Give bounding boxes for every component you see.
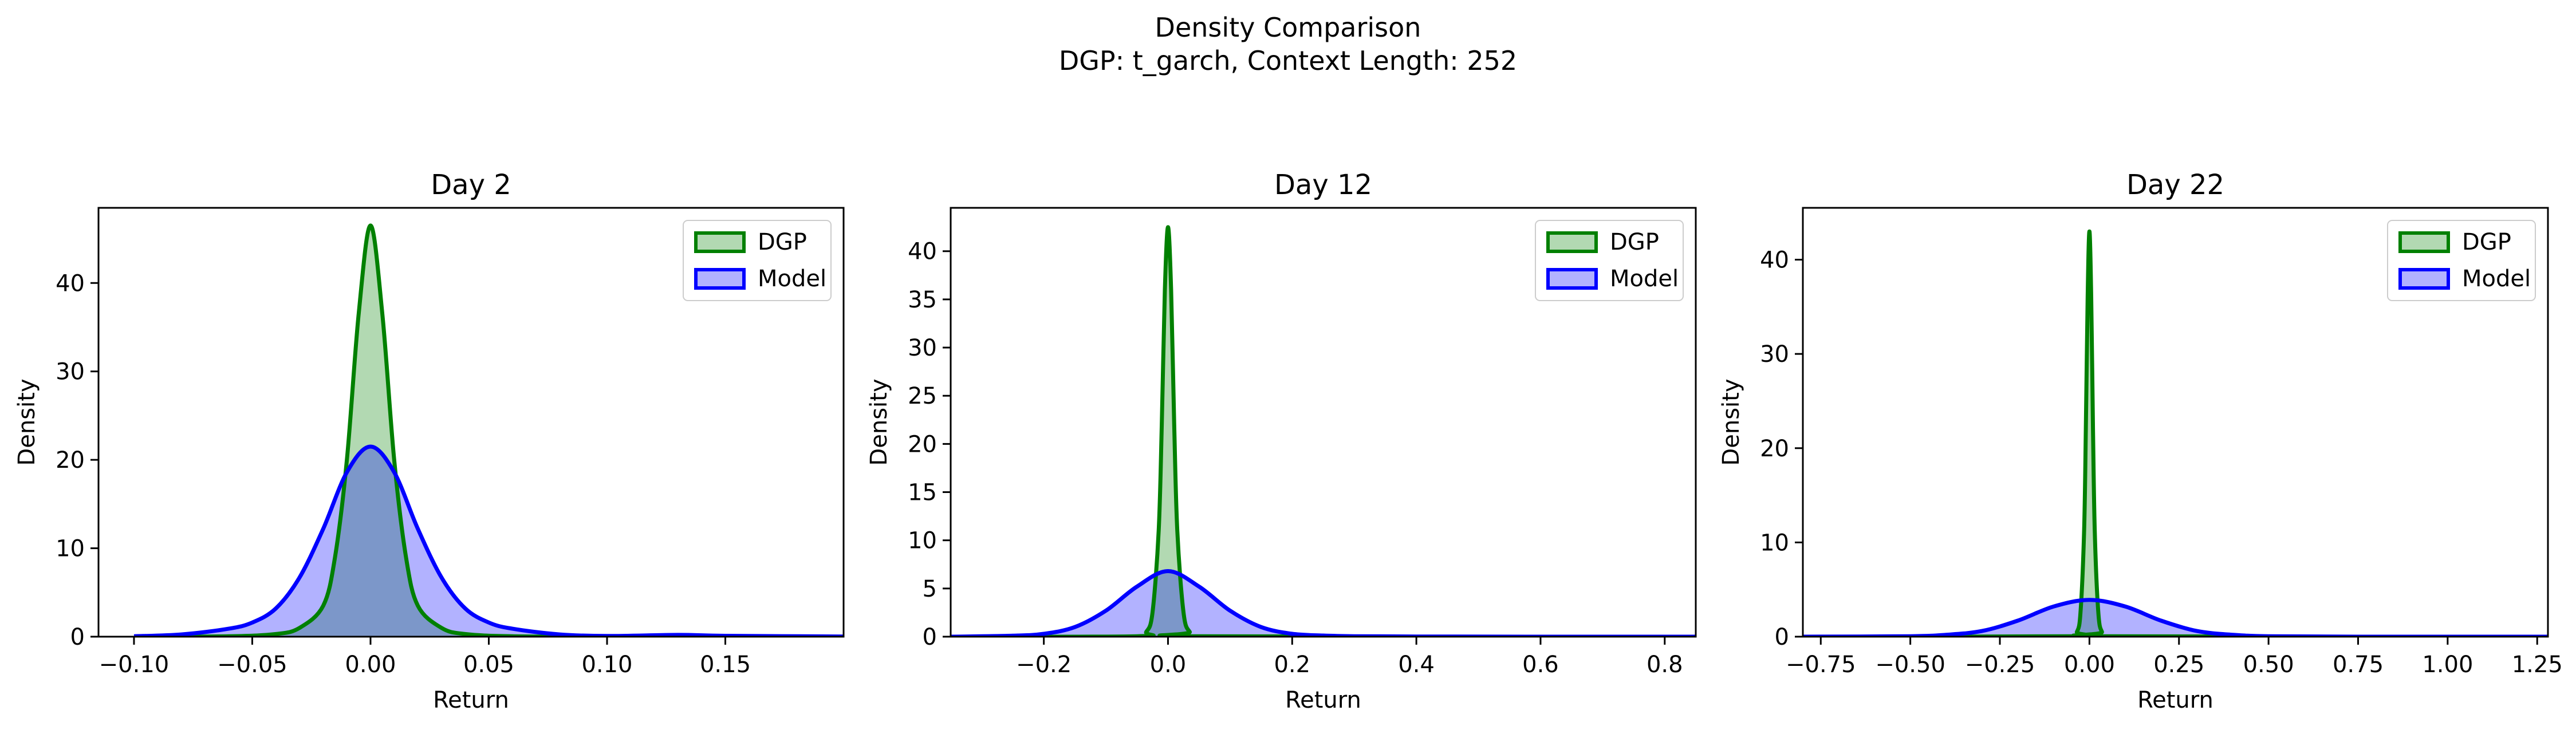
legend-swatch-dgp — [2398, 231, 2450, 253]
panel-day-12: −0.2 0.0 0.2 0.4 0.6 0.8 0 5 10 15 20 25 30 35 40 Day 1… — [866, 169, 1697, 713]
legend: DGP Model — [683, 220, 832, 301]
y-tick-label: 30 — [908, 335, 937, 361]
x-axis-label: Return — [433, 687, 509, 713]
y-tick-label: 40 — [908, 239, 937, 265]
x-tick-label: 0.15 — [700, 652, 751, 678]
series-dgp-line — [1803, 229, 2548, 637]
legend-label-dgp: DGP — [758, 229, 807, 255]
legend: DGP Model — [2387, 220, 2536, 301]
y-tick-label: 30 — [1760, 341, 1789, 368]
axes-frame — [1802, 207, 2549, 638]
legend-box — [1535, 220, 1684, 301]
plot-area — [133, 223, 844, 637]
y-tick-label: 20 — [908, 431, 937, 457]
x-tick-label: 0.50 — [2243, 652, 2294, 678]
legend-label-model: Model — [758, 266, 826, 292]
figure-title: Density Comparison — [1155, 12, 1421, 43]
legend-swatch-model — [2398, 268, 2450, 290]
legend-box — [2387, 220, 2536, 301]
y-tick-label: 0 — [1775, 624, 1789, 650]
panel-title: Day 2 — [431, 169, 511, 201]
y-tick-label: 0 — [70, 624, 85, 650]
x-tick-label: 0.10 — [581, 652, 632, 678]
legend-swatch-model — [694, 268, 746, 290]
series-model-fill — [1803, 599, 2548, 637]
x-tick-label: 0.0 — [1150, 652, 1187, 678]
legend-swatch-dgp — [1546, 231, 1598, 253]
y-tick-label: 5 — [923, 576, 937, 602]
axes-frame — [97, 207, 845, 638]
series-model-line — [951, 569, 1696, 637]
y-tick-label: 20 — [56, 447, 85, 473]
x-tick-label: −0.2 — [1016, 652, 1072, 678]
y-tick-label: 30 — [56, 359, 85, 385]
legend-label-model: Model — [2462, 266, 2531, 292]
axes-frame — [950, 207, 1697, 638]
x-tick-label: 0.2 — [1274, 652, 1310, 678]
legend-label-model: Model — [1610, 266, 1679, 292]
series-dgp-line — [951, 225, 1696, 637]
y-axis-label: Density — [14, 378, 40, 465]
series-model-fill — [951, 571, 1696, 637]
x-tick-label: −0.25 — [1965, 652, 2035, 678]
y-tick-label: 40 — [56, 270, 85, 297]
x-tick-label: 0.8 — [1647, 652, 1683, 678]
panel-day-22: −0.75 −0.50 −0.25 0.00 0.25 0.50 0.75 1.00 1.25 0… — [1718, 169, 2563, 713]
x-tick-label: −0.05 — [217, 652, 287, 678]
x-tick-label: 0.6 — [1522, 652, 1559, 678]
y-tick-label: 10 — [56, 536, 85, 562]
x-tick-label: 0.25 — [2153, 652, 2204, 678]
series-model-line — [133, 444, 844, 637]
x-tick-label: 0.4 — [1398, 652, 1435, 678]
y-tick-label: 20 — [1760, 436, 1789, 462]
legend-box — [683, 220, 832, 301]
y-tick-label: 25 — [908, 383, 937, 409]
x-tick-label: 1.00 — [2422, 652, 2473, 678]
legend-swatch-model — [1546, 268, 1598, 290]
y-tick-label: 40 — [1760, 247, 1789, 274]
y-tick-label: 10 — [1760, 530, 1789, 556]
legend-label-dgp: DGP — [2462, 229, 2511, 255]
x-tick-label: 1.25 — [2512, 652, 2563, 678]
series-model-fill — [134, 447, 844, 637]
y-tick-label: 15 — [908, 480, 937, 506]
x-tick-label: 0.05 — [463, 652, 514, 678]
legend-swatch-dgp — [694, 231, 746, 253]
x-axis-label: Return — [1285, 687, 1361, 713]
x-tick-label: 0.00 — [345, 652, 396, 678]
figure-subtitle: DGP: t_garch, Context Length: 252 — [1059, 45, 1517, 76]
y-axis-label: Density — [866, 378, 892, 465]
x-axis-label: Return — [2137, 687, 2213, 713]
panel-day-2: −0.10 −0.05 0.00 0.05 0.10 0.15 0 10 20 30 40 Day 2… — [14, 169, 845, 713]
x-tick-label: −0.10 — [99, 652, 170, 678]
legend: DGP Model — [1535, 220, 1684, 301]
x-tick-label: 0.00 — [2064, 652, 2115, 678]
y-tick-label: 10 — [908, 528, 937, 554]
x-tick-label: −0.75 — [1786, 652, 1856, 678]
x-tick-label: 0.75 — [2333, 652, 2384, 678]
panel-title: Day 12 — [1274, 169, 1372, 201]
series-dgp-fill — [134, 225, 607, 637]
series-dgp-line — [133, 223, 608, 637]
y-axis-label: Density — [1718, 378, 1744, 465]
legend-label-dgp: DGP — [1610, 229, 1659, 255]
y-tick-label: 35 — [908, 287, 937, 313]
x-tick-label: −0.50 — [1875, 652, 1945, 678]
panel-title: Day 22 — [2126, 169, 2224, 201]
y-tick-label: 0 — [923, 624, 937, 650]
